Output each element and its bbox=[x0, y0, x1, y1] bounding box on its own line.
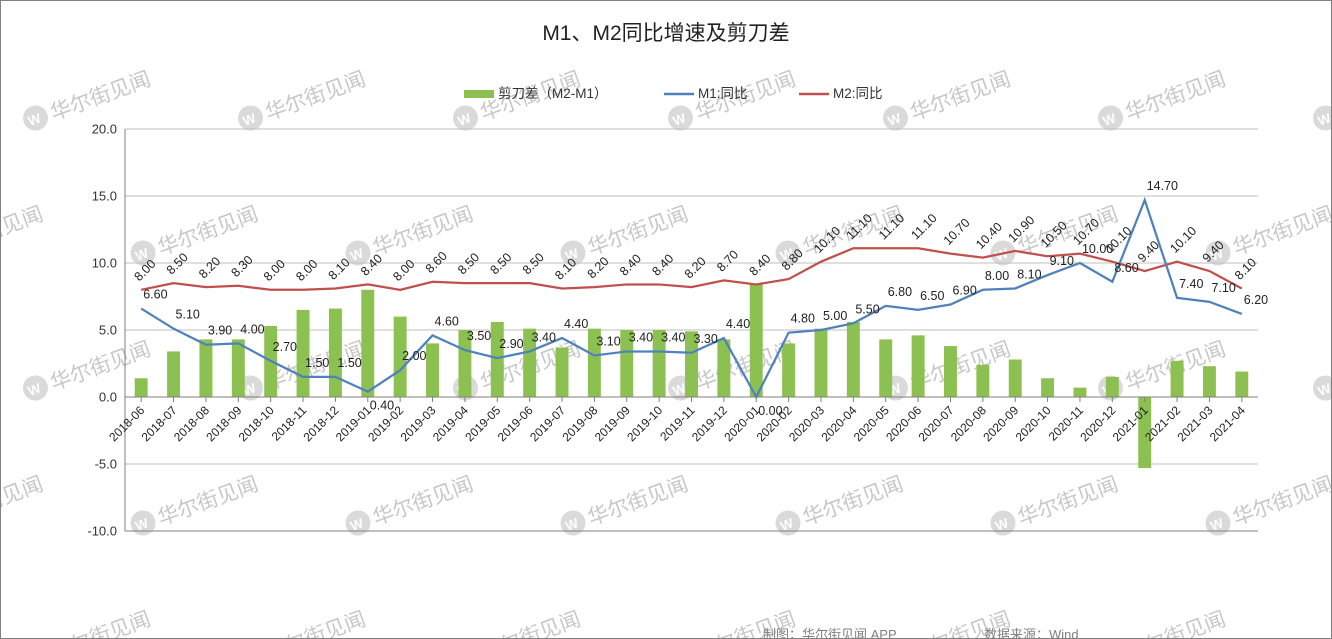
svg-text:10.00: 10.00 bbox=[1082, 242, 1113, 256]
svg-text:3.40: 3.40 bbox=[629, 330, 653, 344]
svg-text:8.10: 8.10 bbox=[552, 255, 579, 282]
svg-text:11.10: 11.10 bbox=[844, 211, 875, 242]
svg-text:8.70: 8.70 bbox=[714, 247, 741, 274]
svg-text:6.60: 6.60 bbox=[143, 288, 167, 302]
svg-text:1.50: 1.50 bbox=[305, 356, 329, 370]
svg-text:8.60: 8.60 bbox=[1114, 261, 1138, 275]
svg-text:5.00: 5.00 bbox=[823, 309, 847, 323]
svg-text:14.70: 14.70 bbox=[1147, 179, 1178, 193]
svg-text:6.90: 6.90 bbox=[952, 284, 976, 298]
svg-text:8.40: 8.40 bbox=[746, 251, 773, 278]
svg-text:8.10: 8.10 bbox=[326, 255, 353, 282]
svg-text:8.10: 8.10 bbox=[1232, 255, 1259, 282]
svg-text:7.40: 7.40 bbox=[1179, 277, 1203, 291]
svg-text:8.50: 8.50 bbox=[487, 250, 514, 277]
svg-text:10.70: 10.70 bbox=[941, 216, 973, 248]
svg-text:8.40: 8.40 bbox=[617, 251, 644, 278]
svg-text:3.50: 3.50 bbox=[467, 329, 491, 343]
svg-text:8.20: 8.20 bbox=[196, 254, 223, 281]
svg-text:2.90: 2.90 bbox=[499, 337, 523, 351]
svg-text:20.0: 20.0 bbox=[92, 122, 117, 137]
svg-text:8.00: 8.00 bbox=[390, 257, 417, 284]
svg-text:8.40: 8.40 bbox=[649, 251, 676, 278]
svg-text:4.40: 4.40 bbox=[564, 317, 588, 331]
svg-text:2.00: 2.00 bbox=[402, 349, 426, 363]
svg-text:8.00: 8.00 bbox=[131, 257, 158, 284]
svg-text:5.50: 5.50 bbox=[855, 302, 879, 316]
svg-text:8.00: 8.00 bbox=[985, 269, 1009, 283]
svg-text:8.50: 8.50 bbox=[164, 250, 191, 277]
svg-text:2018-10: 2018-10 bbox=[236, 403, 277, 444]
svg-text:3.30: 3.30 bbox=[694, 332, 718, 346]
svg-text:-5.0: -5.0 bbox=[95, 457, 117, 472]
svg-text:4.80: 4.80 bbox=[791, 312, 815, 326]
svg-text:8.20: 8.20 bbox=[682, 254, 709, 281]
svg-text:-10.0: -10.0 bbox=[87, 524, 117, 539]
svg-text:10.40: 10.40 bbox=[973, 220, 1005, 252]
svg-text:8.00: 8.00 bbox=[293, 257, 320, 284]
svg-text:6.80: 6.80 bbox=[888, 285, 912, 299]
svg-text:9.40: 9.40 bbox=[1200, 238, 1227, 265]
svg-text:10.10: 10.10 bbox=[1167, 224, 1199, 256]
svg-text:8.10: 8.10 bbox=[1017, 267, 1041, 281]
svg-text:3.40: 3.40 bbox=[661, 330, 685, 344]
svg-text:10.50: 10.50 bbox=[1038, 218, 1070, 250]
svg-text:8.60: 8.60 bbox=[423, 249, 450, 276]
svg-text:8.20: 8.20 bbox=[585, 254, 612, 281]
svg-text:1.50: 1.50 bbox=[337, 356, 361, 370]
svg-text:3.90: 3.90 bbox=[208, 324, 232, 338]
svg-text:2.70: 2.70 bbox=[273, 340, 297, 354]
svg-text:2021-04: 2021-04 bbox=[1207, 403, 1248, 444]
svg-text:0.0: 0.0 bbox=[99, 390, 117, 405]
svg-text:8.50: 8.50 bbox=[520, 250, 547, 277]
svg-text:7.10: 7.10 bbox=[1211, 281, 1235, 295]
svg-text:15.0: 15.0 bbox=[92, 189, 117, 204]
svg-text:4.00: 4.00 bbox=[240, 322, 264, 336]
svg-text:0.40: 0.40 bbox=[370, 399, 394, 413]
svg-text:10.0: 10.0 bbox=[92, 256, 117, 271]
svg-text:8.00: 8.00 bbox=[261, 257, 288, 284]
svg-text:2020-10: 2020-10 bbox=[1013, 403, 1054, 444]
svg-text:2019-10: 2019-10 bbox=[624, 403, 665, 444]
svg-text:11.10: 11.10 bbox=[908, 211, 939, 242]
svg-text:0.00: 0.00 bbox=[758, 404, 782, 418]
svg-text:4.60: 4.60 bbox=[435, 314, 459, 328]
svg-text:10.10: 10.10 bbox=[811, 224, 843, 256]
svg-text:6.50: 6.50 bbox=[920, 289, 944, 303]
svg-text:8.50: 8.50 bbox=[455, 250, 482, 277]
svg-text:8.30: 8.30 bbox=[229, 253, 256, 280]
svg-text:3.40: 3.40 bbox=[532, 330, 556, 344]
svg-text:8.40: 8.40 bbox=[358, 251, 385, 278]
svg-text:5.0: 5.0 bbox=[99, 323, 117, 338]
svg-text:9.10: 9.10 bbox=[1050, 254, 1074, 268]
svg-text:6.20: 6.20 bbox=[1244, 293, 1268, 307]
svg-text:11.10: 11.10 bbox=[876, 211, 907, 242]
svg-text:5.10: 5.10 bbox=[176, 308, 200, 322]
svg-text:8.80: 8.80 bbox=[779, 246, 806, 273]
svg-text:3.10: 3.10 bbox=[596, 334, 620, 348]
svg-text:4.40: 4.40 bbox=[726, 317, 750, 331]
svg-text:10.90: 10.90 bbox=[1005, 213, 1037, 245]
